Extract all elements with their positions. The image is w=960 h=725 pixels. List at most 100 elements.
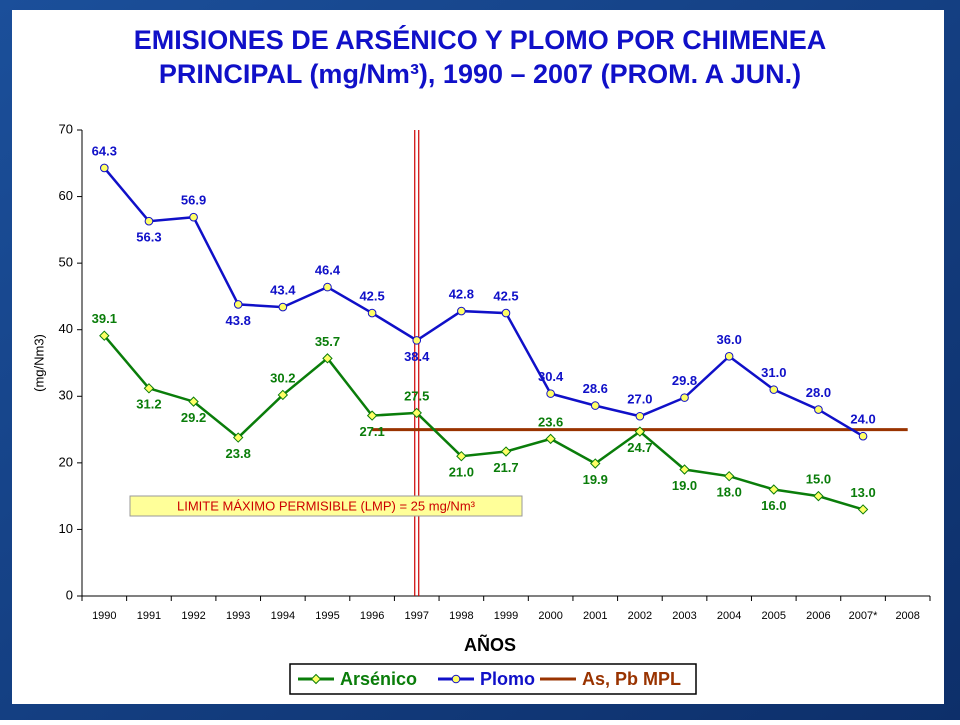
data-label: 64.3 [92, 143, 117, 158]
legend: Arsénico Plomo As, Pb MPL [289, 663, 697, 695]
data-label: 36.0 [717, 332, 742, 347]
data-label: 56.3 [136, 230, 161, 245]
annotation-text: LIMITE MÁXIMO PERMISIBLE (LMP) = 25 mg/N… [177, 498, 476, 513]
data-point [233, 300, 243, 309]
data-point [857, 504, 869, 515]
x-tick-label: 2002 [628, 610, 652, 622]
data-point [814, 405, 823, 414]
data-point [724, 352, 734, 361]
annotation-box [129, 495, 523, 517]
y-tick-label: 10 [59, 521, 73, 536]
x-tick-label: 1995 [315, 610, 339, 622]
legend-item: Arsénico [298, 669, 417, 689]
data-label: 24.7 [627, 440, 652, 455]
data-point [858, 431, 868, 441]
x-tick-label: 1992 [181, 610, 205, 622]
data-label: 24.0 [850, 412, 875, 427]
data-point [278, 302, 288, 312]
legend-box [289, 663, 697, 695]
chart-title: PRINCIPAL (mg/Nm³), 1990 – 2007 (PROM. A… [159, 59, 801, 89]
data-point [233, 432, 244, 443]
x-tick-label: 1998 [449, 610, 473, 622]
data-label: 31.2 [136, 397, 161, 412]
data-label: 46.4 [315, 263, 341, 278]
data-label: 27.1 [359, 424, 384, 439]
y-tick-label: 0 [66, 587, 73, 602]
y-tick-label: 40 [59, 321, 73, 336]
data-label: 42.8 [449, 287, 474, 302]
data-label: 29.2 [181, 410, 206, 425]
data-label: 19.9 [583, 472, 608, 487]
data-point [322, 353, 333, 364]
data-label: 31.0 [761, 365, 786, 380]
data-label: 30.2 [270, 370, 295, 385]
data-point [769, 385, 779, 394]
data-point [679, 464, 690, 475]
data-point [680, 393, 689, 402]
legend-label: Plomo [480, 669, 535, 689]
data-point [456, 450, 467, 462]
data-point [545, 433, 556, 445]
data-point [412, 336, 422, 345]
x-tick-label: 1997 [404, 610, 428, 622]
data-point [100, 163, 109, 173]
series-1: 64.3 56.3 56.9 43.8 43.4 46.4 42.5 38.4 42.8 42.5… [92, 143, 876, 441]
series-0: 39.1 31.2 29.2 23.8 30.2 35.7 27.1 27.5 21.0 21.7… [92, 311, 876, 515]
data-label: 28.6 [583, 381, 608, 396]
chart-title: EMISIONES DE ARSÉNICO Y PLOMO POR CHIMEN… [134, 24, 827, 55]
data-point [366, 410, 378, 421]
data-label: 18.0 [717, 485, 742, 500]
data-label: 43.8 [226, 313, 251, 328]
data-label: 15.0 [806, 472, 831, 487]
data-label: 21.7 [493, 460, 518, 475]
data-point [590, 401, 600, 410]
x-tick-label: 2007* [849, 610, 878, 622]
data-point [99, 330, 110, 341]
data-label: 43.4 [270, 283, 296, 298]
x-tick-label: 2004 [717, 610, 741, 622]
x-tick-label: 1993 [226, 610, 250, 622]
data-point [367, 308, 377, 318]
data-label: 21.0 [449, 465, 474, 480]
data-label: 27.5 [404, 388, 429, 403]
data-point [411, 407, 422, 419]
data-label: 35.7 [315, 334, 340, 349]
data-point [546, 389, 555, 398]
data-point [500, 446, 512, 457]
data-point [635, 411, 645, 421]
data-point [323, 282, 332, 292]
data-label: 42.5 [493, 289, 518, 304]
x-tick-label: 2003 [672, 610, 696, 622]
legend-item: As, Pb MPL [540, 669, 681, 689]
data-label: 16.0 [761, 498, 786, 513]
data-label: 42.5 [359, 289, 384, 304]
chart-panel [12, 10, 944, 704]
data-label: 39.1 [92, 311, 117, 326]
data-point [310, 673, 322, 685]
data-point [768, 484, 779, 495]
data-point [813, 490, 824, 502]
y-tick-label: 50 [59, 255, 73, 270]
data-point [501, 308, 511, 318]
data-point [634, 426, 646, 437]
data-label: 13.0 [850, 485, 875, 500]
data-point [144, 216, 154, 226]
x-tick-label: 2008 [895, 610, 919, 622]
y-tick-label: 60 [59, 188, 73, 203]
data-label: 23.8 [226, 446, 251, 461]
y-tick-label: 30 [59, 388, 73, 403]
data-point [451, 674, 461, 684]
data-label: 23.6 [538, 414, 563, 429]
data-label: 27.0 [627, 392, 652, 407]
data-point [143, 383, 155, 394]
y-axis-label: (mg/Nm3) [31, 334, 46, 392]
x-tick-label: 2005 [762, 610, 786, 622]
data-point [189, 212, 198, 222]
legend-label: As, Pb MPL [582, 669, 681, 689]
legend-label: Arsénico [340, 669, 417, 689]
legend-item: Plomo [438, 669, 535, 689]
data-point [590, 458, 601, 469]
x-tick-label: 1991 [137, 610, 161, 622]
